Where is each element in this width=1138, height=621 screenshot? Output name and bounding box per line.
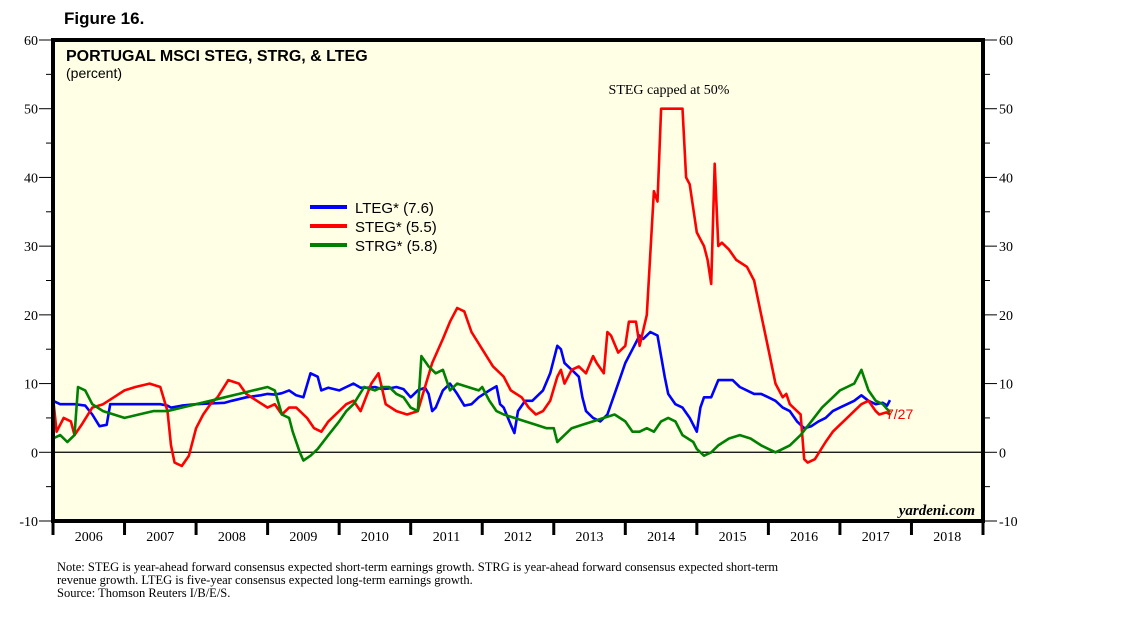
series-line-lteg — [52, 330, 892, 435]
chart-title: PORTUGAL MSCI STEG, STRG, & LTEG — [66, 48, 368, 65]
footnote-line: revenue growth. LTEG is five-year consen… — [57, 573, 473, 587]
y-tick-label-right: -10 — [999, 515, 1018, 530]
figure-label: Figure 16. — [64, 9, 145, 28]
legend: LTEG* (7.6) STEG* (5.5) STRG* (5.8) — [310, 200, 438, 255]
series-line-steg — [51, 107, 891, 468]
y-tick-label-right: 60 — [999, 34, 1013, 49]
y-tick-label-left: 30 — [24, 240, 38, 255]
annotation-cap-note: STEG capped at 50% — [609, 83, 730, 98]
y-tick-label-right: 50 — [999, 103, 1013, 118]
y-tick-label-right: 30 — [999, 240, 1013, 255]
y-tick-label-left: 10 — [24, 378, 38, 393]
x-tick-label: 2007 — [146, 530, 174, 545]
x-tick-label: 2011 — [433, 530, 460, 545]
x-tick-label: 2014 — [647, 530, 675, 545]
y-tick-label-left: -10 — [19, 515, 38, 530]
x-tick-label: 2009 — [289, 530, 317, 545]
plot-background — [53, 40, 983, 521]
y-tick-label-left: 20 — [24, 309, 38, 324]
footnote: Note: STEG is year-ahead forward consens… — [57, 561, 957, 600]
series-line-strg — [52, 354, 891, 462]
y-tick-label-right: 0 — [999, 446, 1006, 461]
x-tick-label: 2010 — [361, 530, 389, 545]
legend-label: STEG* (5.5) — [355, 219, 437, 236]
y-tick-label-right: 40 — [999, 171, 1013, 186]
y-tick-label-left: 40 — [24, 171, 38, 186]
footnote-line: Source: Thomson Reuters I/B/E/S. — [57, 586, 231, 600]
x-tick-label: 2012 — [504, 530, 532, 545]
footnote-line: Note: STEG is year-ahead forward consens… — [57, 560, 779, 574]
source-watermark: yardeni.com — [897, 503, 975, 519]
annotation-last-date: 7/27 — [886, 406, 913, 422]
x-tick-label: 2016 — [790, 530, 818, 545]
x-tick-label: 2018 — [933, 530, 961, 545]
chart-subtitle: (percent) — [66, 65, 122, 81]
x-tick-label: 2017 — [862, 530, 890, 545]
y-tick-label-right: 20 — [999, 309, 1013, 324]
legend-label: LTEG* (7.6) — [355, 200, 434, 217]
x-tick-label: 2015 — [719, 530, 747, 545]
y-tick-label-left: 50 — [24, 103, 38, 118]
x-tick-label: 2006 — [75, 530, 103, 545]
y-tick-label-left: 0 — [31, 446, 38, 461]
legend-label: STRG* (5.8) — [355, 238, 438, 255]
x-tick-label: 2013 — [576, 530, 604, 545]
y-tick-label-right: 10 — [999, 378, 1013, 393]
x-tick-label: 2008 — [218, 530, 246, 545]
y-tick-label-left: 60 — [24, 34, 38, 49]
